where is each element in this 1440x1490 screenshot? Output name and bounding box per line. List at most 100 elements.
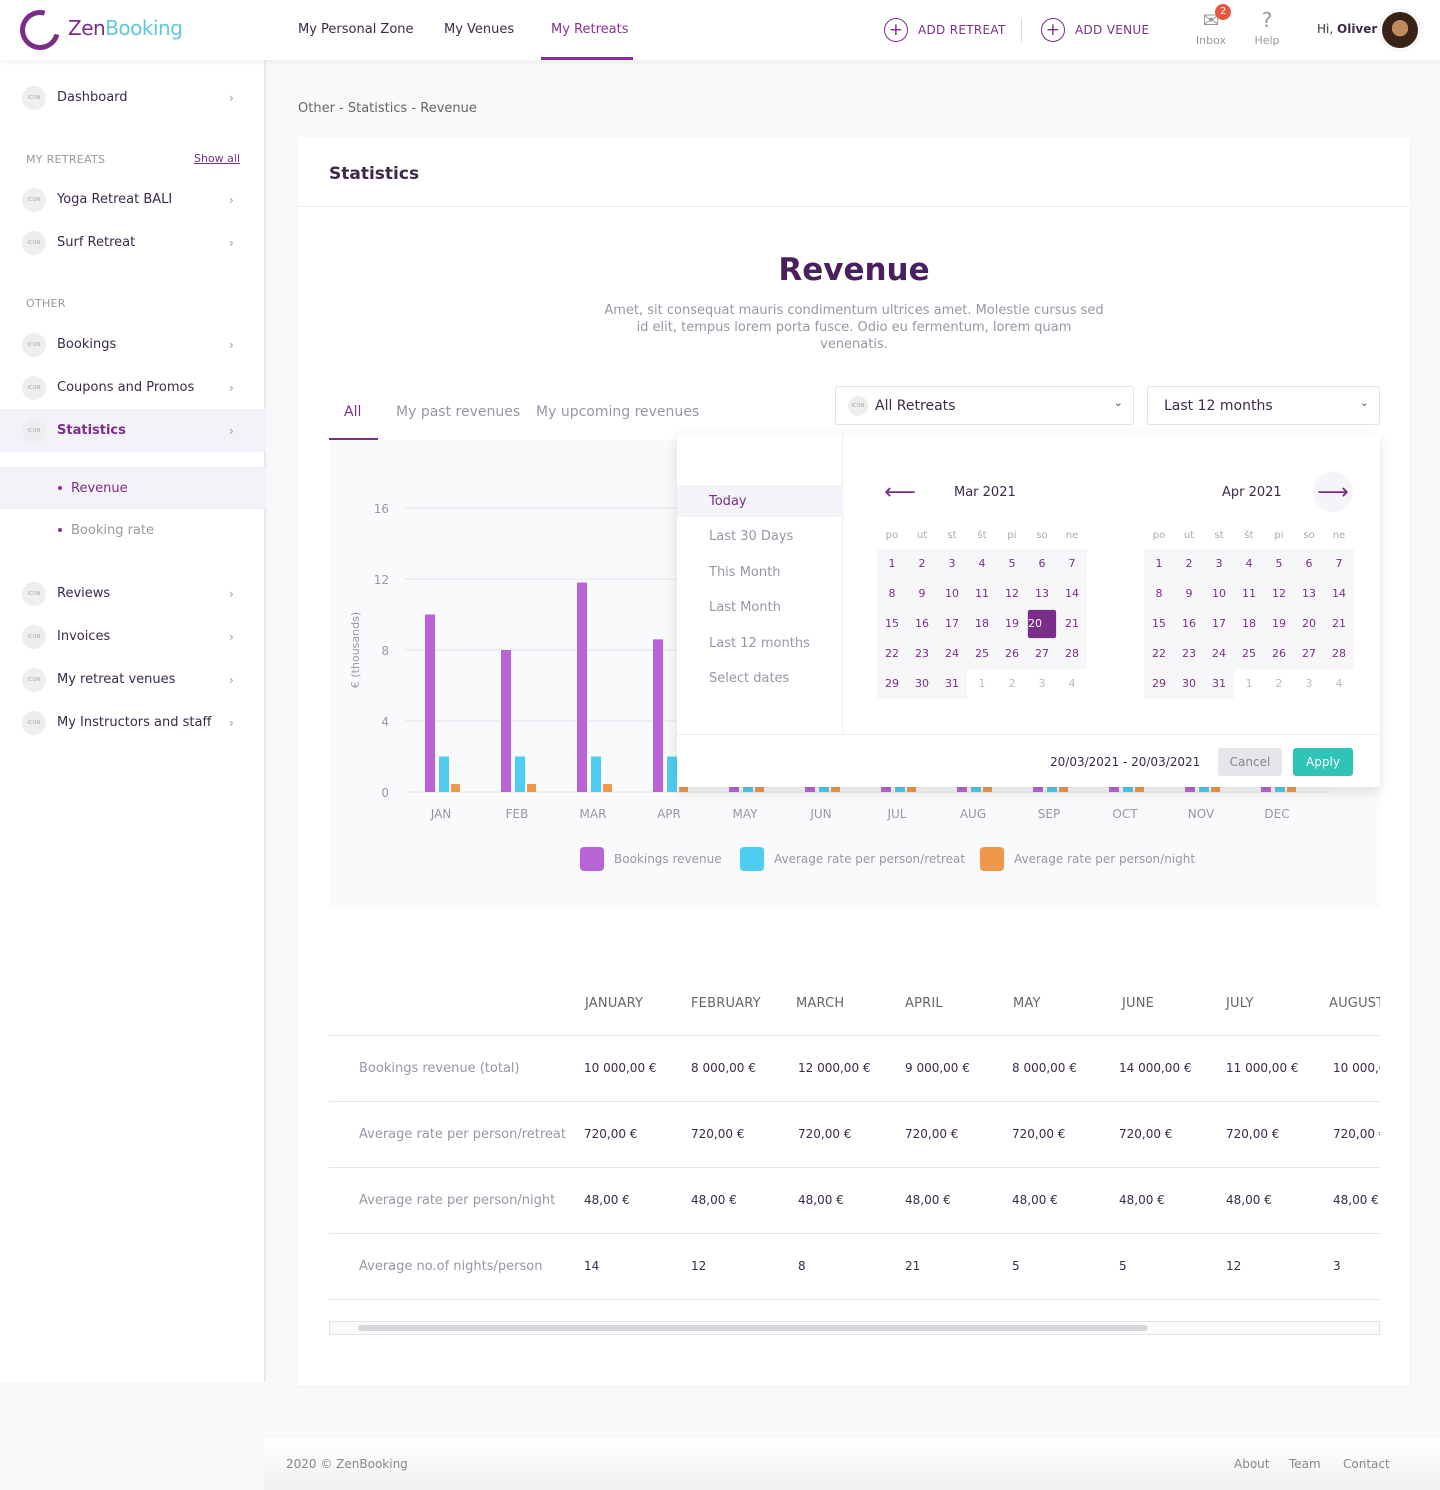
calendar-day[interactable]: 17 xyxy=(1204,609,1234,639)
preset-option[interactable]: Select dates xyxy=(709,671,790,686)
bar-sep-series-1[interactable] xyxy=(1047,787,1057,792)
calendar-day[interactable]: 19 xyxy=(997,609,1027,639)
calendar-day[interactable]: 30 xyxy=(907,669,937,699)
footer-team-link[interactable]: Team xyxy=(1289,1457,1321,1471)
calendar-day[interactable]: 3 xyxy=(1204,549,1234,579)
calendar-day[interactable]: 17 xyxy=(937,609,967,639)
calendar-day[interactable]: 29 xyxy=(1144,669,1174,699)
calendar-day[interactable]: 7 xyxy=(1324,549,1354,579)
bar-jan-series-0[interactable] xyxy=(425,614,435,793)
bar-jun-series-1[interactable] xyxy=(819,787,829,792)
add-venue-button[interactable]: + ADD VENUE xyxy=(1041,17,1149,43)
sidebar-item-invoices[interactable]: ICON Invoices › xyxy=(0,615,266,658)
calendar-day[interactable]: 20 xyxy=(1294,609,1324,639)
bar-mar-series-1[interactable] xyxy=(591,756,601,793)
calendar-day[interactable]: 4 xyxy=(1234,549,1264,579)
calendar-day[interactable]: 2 xyxy=(907,549,937,579)
bar-jul-series-0[interactable] xyxy=(881,787,891,792)
nav-my-venues[interactable]: My Venues xyxy=(444,22,515,37)
sidebar-item-yoga-retreat[interactable]: ICON Yoga Retreat BALI › xyxy=(0,178,266,221)
calendar-day-outside[interactable]: 4 xyxy=(1057,669,1087,699)
bar-oct-series-0[interactable] xyxy=(1109,787,1119,792)
calendar-day[interactable]: 11 xyxy=(1234,579,1264,609)
calendar-day-outside[interactable]: 3 xyxy=(1294,669,1324,699)
cancel-button[interactable]: Cancel xyxy=(1218,748,1282,776)
calendar-day[interactable]: 2 xyxy=(1174,549,1204,579)
sidebar-item-dashboard[interactable]: ICON Dashboard › xyxy=(0,76,266,119)
bar-aug-series-1[interactable] xyxy=(971,787,981,792)
bar-sep-series-2[interactable] xyxy=(1059,787,1068,792)
calendar-day[interactable]: 27 xyxy=(1294,639,1324,669)
calendar-day[interactable]: 1 xyxy=(877,549,907,579)
calendar-day[interactable]: 31 xyxy=(1204,669,1234,699)
inbox-button[interactable]: ✉ 2 Inbox xyxy=(1191,4,1231,47)
sidebar-item-coupons[interactable]: ICON Coupons and Promos › xyxy=(0,366,266,409)
calendar-day[interactable]: 28 xyxy=(1324,639,1354,669)
calendar-day[interactable]: 3 xyxy=(937,549,967,579)
prev-month-button[interactable]: ⟵ xyxy=(880,472,920,512)
zenbooking-logo[interactable]: ZenBooking xyxy=(12,2,183,58)
bar-jan-series-1[interactable] xyxy=(439,756,449,793)
calendar-day[interactable]: 24 xyxy=(1204,639,1234,669)
scrollbar-thumb[interactable] xyxy=(358,1325,1148,1331)
calendar-day[interactable]: 18 xyxy=(967,609,997,639)
footer-about-link[interactable]: About xyxy=(1234,1457,1270,1471)
bar-dec-series-1[interactable] xyxy=(1275,787,1285,792)
calendar-day[interactable]: 23 xyxy=(907,639,937,669)
sidebar-item-instructors[interactable]: ICON My Instructors and staff › xyxy=(0,701,266,744)
calendar-day[interactable]: 28 xyxy=(1057,639,1087,669)
preset-option[interactable]: Last 12 months xyxy=(709,635,810,651)
bar-apr-series-0[interactable] xyxy=(653,639,663,792)
calendar-day[interactable]: 31 xyxy=(937,669,967,699)
bar-mar-series-0[interactable] xyxy=(577,582,587,792)
calendar-day-outside[interactable]: 2 xyxy=(997,669,1027,699)
calendar-day[interactable]: 13 xyxy=(1027,579,1057,609)
bar-jan-series-2[interactable] xyxy=(451,784,460,792)
sidebar-item-reviews[interactable]: ICON Reviews › xyxy=(0,572,266,615)
bar-sep-series-0[interactable] xyxy=(1033,787,1043,792)
calendar-day[interactable]: 15 xyxy=(1144,609,1174,639)
sidebar-subitem-booking-rate[interactable]: Booking rate xyxy=(0,509,266,551)
calendar-day[interactable]: 23 xyxy=(1174,639,1204,669)
preset-option[interactable]: Today xyxy=(677,485,843,517)
calendar-day[interactable]: 12 xyxy=(997,579,1027,609)
preset-option[interactable]: This Month xyxy=(709,564,781,580)
bar-aug-series-2[interactable] xyxy=(983,787,992,792)
calendar-day[interactable]: 26 xyxy=(997,639,1027,669)
calendar-day-outside[interactable]: 4 xyxy=(1324,669,1354,699)
calendar-day[interactable]: 6 xyxy=(1294,549,1324,579)
bar-nov-series-1[interactable] xyxy=(1199,787,1209,792)
calendar-day[interactable]: 16 xyxy=(1174,609,1204,639)
calendar-day[interactable]: 26 xyxy=(1264,639,1294,669)
show-all-link[interactable]: Show all xyxy=(194,152,241,165)
calendar-day[interactable]: 5 xyxy=(997,549,1027,579)
calendar-day[interactable]: 22 xyxy=(877,639,907,669)
avatar[interactable] xyxy=(1380,10,1420,50)
calendar-day-outside[interactable]: 2 xyxy=(1264,669,1294,699)
sidebar-subitem-revenue[interactable]: Revenue xyxy=(0,467,266,509)
calendar-day[interactable]: 9 xyxy=(907,579,937,609)
bar-feb-series-0[interactable] xyxy=(501,650,511,792)
bar-may-series-0[interactable] xyxy=(729,787,739,792)
calendar-day[interactable]: 18 xyxy=(1234,609,1264,639)
calendar-day[interactable]: 22 xyxy=(1144,639,1174,669)
calendar-day-outside[interactable]: 1 xyxy=(1234,669,1264,699)
retreat-select[interactable]: ICON All Retreats ⌄ xyxy=(835,386,1134,425)
calendar-day[interactable]: 8 xyxy=(1144,579,1174,609)
tab-all[interactable]: All xyxy=(344,404,362,420)
calendar-day-outside[interactable]: 3 xyxy=(1027,669,1057,699)
preset-option[interactable]: Last Month xyxy=(709,600,781,615)
calendar-day[interactable]: 1 xyxy=(1144,549,1174,579)
bar-dec-series-0[interactable] xyxy=(1261,787,1271,792)
calendar-day[interactable]: 15 xyxy=(877,609,907,639)
bar-jul-series-2[interactable] xyxy=(907,787,916,792)
calendar-day[interactable]: 8 xyxy=(877,579,907,609)
calendar-day[interactable]: 30 xyxy=(1174,669,1204,699)
sidebar-item-retreat-venues[interactable]: ICON My retreat venues › xyxy=(0,658,266,701)
calendar-day[interactable]: 9 xyxy=(1174,579,1204,609)
preset-option[interactable]: Last 30 Days xyxy=(709,529,794,544)
bar-may-series-1[interactable] xyxy=(743,787,753,792)
bar-dec-series-2[interactable] xyxy=(1287,787,1296,792)
tab-past-revenues[interactable]: My past revenues xyxy=(396,404,521,420)
sidebar-item-statistics[interactable]: ICON Statistics › xyxy=(0,409,266,452)
